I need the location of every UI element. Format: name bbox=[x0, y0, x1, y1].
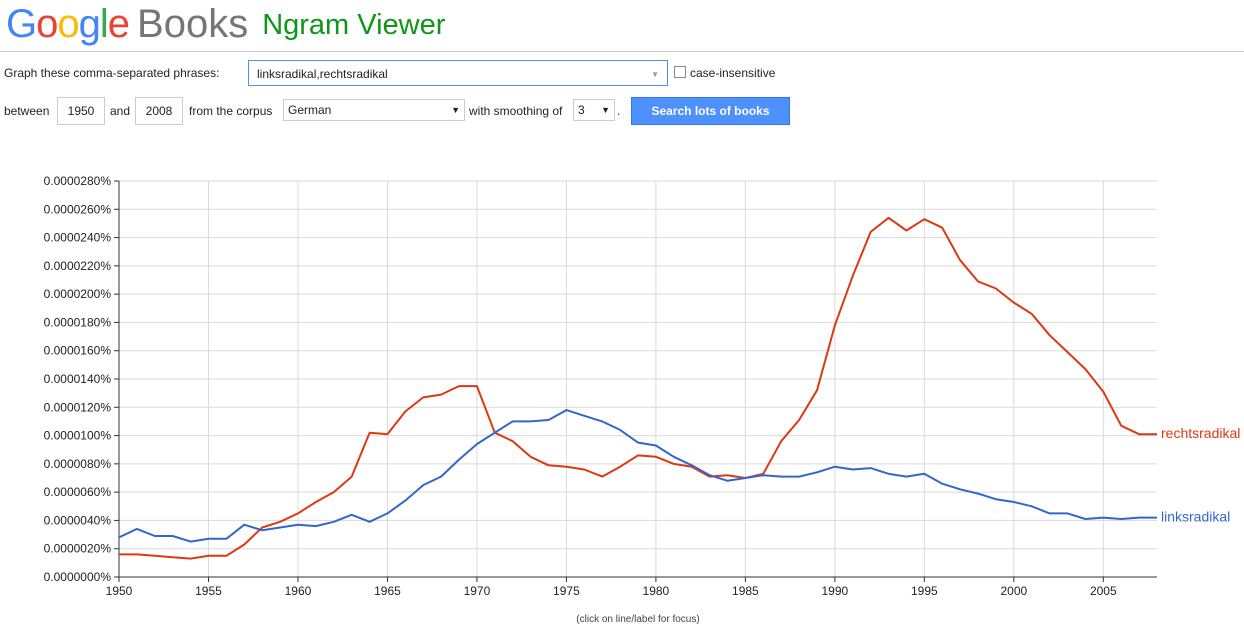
header-divider bbox=[0, 51, 1244, 52]
y-tick-label: 0.0000000% bbox=[44, 570, 112, 584]
phrases-label: Graph these comma-separated phrases: bbox=[4, 66, 220, 80]
phrases-input[interactable]: linksradikal,rechtsradikal ▼ bbox=[248, 60, 668, 86]
y-tick-label: 0.0000120% bbox=[44, 400, 112, 414]
y-tick-label: 0.0000060% bbox=[44, 485, 112, 499]
ngram-viewer-title: Ngram Viewer bbox=[262, 9, 446, 41]
y-tick-label: 0.0000100% bbox=[44, 429, 112, 443]
google-letter: o bbox=[36, 2, 58, 46]
smoothing-label: with smoothing of bbox=[469, 104, 563, 118]
x-tick-label: 1960 bbox=[285, 584, 312, 598]
google-letter: g bbox=[78, 2, 101, 46]
y-tick-label: 0.0000040% bbox=[44, 513, 112, 527]
x-axis: 1950 1955 1960 1965 1970 1975 1980 1985 1990 1995… bbox=[106, 576, 1157, 598]
google-letter: e bbox=[107, 2, 130, 46]
smoothing-dropdown-arrow-icon: ▼ bbox=[601, 105, 610, 115]
smoothing-suffix: . bbox=[617, 104, 621, 118]
smoothing-select[interactable]: 3 ▼ bbox=[573, 99, 615, 121]
y-tick-label: 0.0000220% bbox=[44, 259, 112, 273]
x-tick-label: 2000 bbox=[1000, 584, 1027, 598]
y-tick-label: 0.0000160% bbox=[44, 344, 112, 358]
y-tick-label: 0.0000260% bbox=[44, 202, 112, 216]
corpus-dropdown-arrow-icon: ▼ bbox=[451, 105, 460, 115]
series-lines bbox=[118, 216, 1157, 560]
start-year-input[interactable]: 1950 bbox=[57, 97, 105, 125]
x-tick-label: 1955 bbox=[195, 584, 222, 598]
y-tick-label: 0.0000180% bbox=[44, 315, 112, 329]
case-insensitive-checkbox[interactable] bbox=[674, 66, 686, 78]
series-label-linksradikal: linksradikal bbox=[1161, 509, 1230, 525]
between-label: between bbox=[4, 104, 50, 118]
x-tick-label: 1950 bbox=[106, 584, 133, 598]
search-button[interactable]: Search lots of books bbox=[631, 97, 790, 125]
x-tick-label: 1970 bbox=[464, 584, 491, 598]
google-letter: l bbox=[99, 2, 109, 46]
x-tick-label: 1975 bbox=[553, 584, 580, 598]
corpus-select[interactable]: German ▼ bbox=[283, 99, 465, 121]
case-insensitive-label: case-insensitive bbox=[690, 66, 776, 80]
books-wordmark: Books bbox=[137, 2, 249, 46]
y-tick-label: 0.0000280% bbox=[44, 174, 112, 188]
corpus-label: from the corpus bbox=[189, 104, 273, 118]
x-tick-label: 1995 bbox=[911, 584, 938, 598]
x-tick-label: 1980 bbox=[643, 584, 670, 598]
end-year-input[interactable]: 2008 bbox=[135, 97, 183, 125]
x-tick-label: 1990 bbox=[822, 584, 849, 598]
smoothing-select-value: 3 bbox=[578, 103, 585, 117]
google-letter: G bbox=[6, 2, 37, 46]
focus-hint: (click on line/label for focus) bbox=[576, 614, 699, 625]
google-wordmark: Google bbox=[6, 2, 130, 46]
x-tick-label: 1985 bbox=[732, 584, 759, 598]
brand-logo[interactable]: Google Books Ngram Viewer bbox=[6, 2, 445, 46]
y-axis: 0.0000000% 0.0000020% 0.0000040% 0.0000060%… bbox=[44, 174, 120, 584]
y-tick-label: 0.0000140% bbox=[44, 372, 112, 386]
y-tick-label: 0.0000080% bbox=[44, 457, 112, 471]
series-line-linksradikal bbox=[118, 409, 1157, 543]
x-tick-label: 1965 bbox=[374, 584, 401, 598]
y-tick-label: 0.0000240% bbox=[44, 231, 112, 245]
series-line-rechtsradikal bbox=[119, 216, 1157, 560]
y-tick-label: 0.0000020% bbox=[44, 542, 112, 556]
x-tick-label: 2005 bbox=[1090, 584, 1117, 598]
dropdown-caret-icon: ▼ bbox=[651, 70, 659, 79]
series-labels: rechtsradikal linksradikal bbox=[1161, 425, 1240, 524]
phrases-input-value: linksradikal,rechtsradikal bbox=[257, 67, 388, 81]
chart-grid bbox=[118, 180, 1157, 578]
and-label: and bbox=[110, 104, 131, 118]
y-tick-label: 0.0000200% bbox=[44, 287, 112, 301]
corpus-select-value: German bbox=[288, 103, 332, 117]
google-letter: o bbox=[57, 2, 79, 46]
series-label-rechtsradikal: rechtsradikal bbox=[1161, 425, 1240, 441]
